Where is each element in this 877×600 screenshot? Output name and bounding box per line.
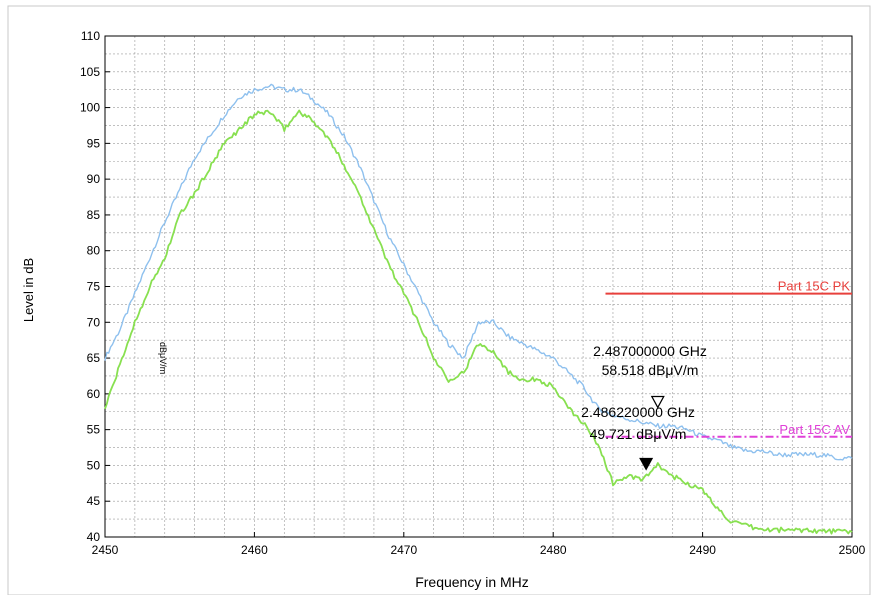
y-tick-label: 70 xyxy=(87,315,101,329)
marker-2-level: 49.721 dBμV/m xyxy=(590,426,687,442)
marker-2-frequency: 2.486220000 GHz xyxy=(581,404,695,420)
series-group xyxy=(104,83,853,535)
series-line-peak xyxy=(104,83,853,461)
x-tick-label: 2490 xyxy=(689,543,716,557)
limit-label-pk: Part 15C PK xyxy=(778,279,851,294)
marker-1-level: 58.518 dBμV/m xyxy=(602,362,699,378)
grid xyxy=(104,35,853,538)
unit-glyph: dBμV/m xyxy=(158,342,168,374)
y-tick-label: 100 xyxy=(80,101,100,115)
y-tick-label: 55 xyxy=(87,423,101,437)
y-tick-label: 105 xyxy=(80,65,100,79)
x-axis-label: Frequency in MHz xyxy=(415,574,529,590)
y-tick-label: 60 xyxy=(87,387,101,401)
limit-label-av: Part 15C AV xyxy=(779,422,850,437)
y-tick-label: 65 xyxy=(87,351,101,365)
x-tick-label: 2480 xyxy=(540,543,567,557)
y-tick-label: 45 xyxy=(87,494,101,508)
axis-ticks: 2450 2460 2470 2480 2490 2500 40 45 50 55 60 65 70 75… xyxy=(80,29,866,557)
chart-border xyxy=(7,5,871,596)
x-tick-label: 2450 xyxy=(92,543,119,557)
y-tick-label: 90 xyxy=(87,172,101,186)
x-tick-label: 2500 xyxy=(839,543,866,557)
x-tick-label: 2470 xyxy=(390,543,417,557)
y-tick-label: 95 xyxy=(87,136,101,150)
marker-filled-icon xyxy=(639,457,654,471)
marker-open-icon xyxy=(650,395,665,409)
y-axis-label: Level in dB xyxy=(21,258,36,322)
marker-1-frequency: 2.487000000 GHz xyxy=(593,343,707,359)
y-tick-label: 80 xyxy=(87,244,101,258)
y-tick-label: 50 xyxy=(87,458,101,472)
y-tick-label: 85 xyxy=(87,208,101,222)
y-tick-label: 40 xyxy=(87,530,101,544)
y-tick-label: 110 xyxy=(81,29,100,43)
x-tick-label: 2460 xyxy=(241,543,268,557)
y-tick-label: 75 xyxy=(87,280,101,294)
series-line-average xyxy=(104,109,853,535)
marker-group: 2.487000000 GHz 58.518 dBμV/m 2.486220000 … xyxy=(581,343,707,471)
limit-lines: Part 15C PK Part 15C AV xyxy=(605,279,852,438)
